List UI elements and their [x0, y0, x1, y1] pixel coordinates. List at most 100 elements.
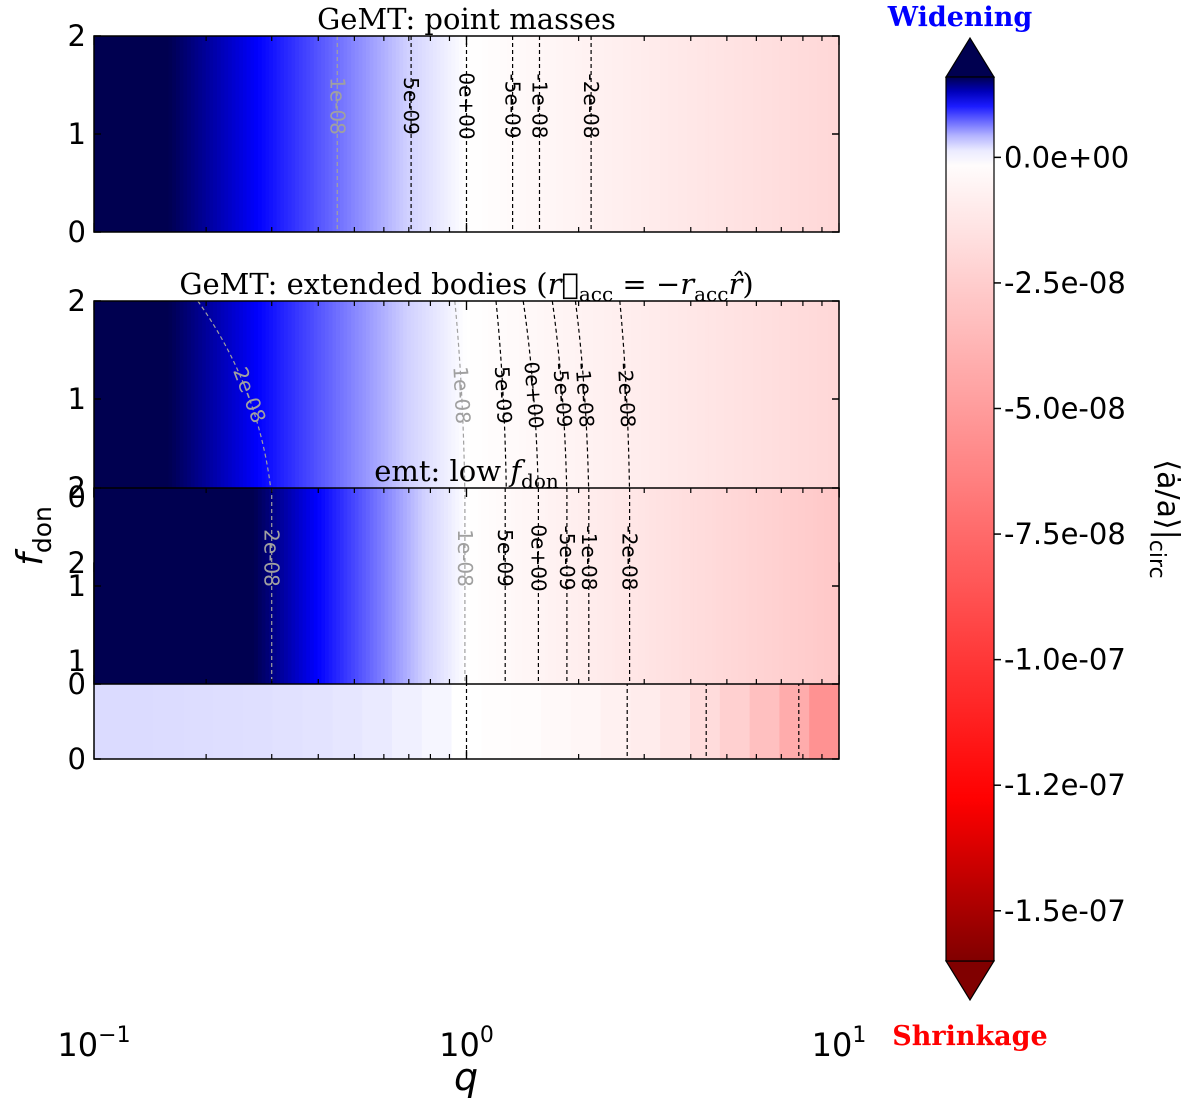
panel-title-part: acc — [694, 282, 728, 306]
heatmap-cell — [537, 301, 542, 497]
heatmap-cell — [298, 36, 304, 232]
heatmap-cell — [205, 488, 211, 684]
heatmap-cell — [626, 36, 631, 232]
heatmap-cell — [596, 36, 602, 232]
heatmap-cell — [678, 36, 684, 232]
panel-title-part: don — [521, 469, 559, 493]
heatmap-cell — [500, 36, 505, 232]
heatmap-cell — [760, 36, 766, 232]
heatmap-cell — [134, 488, 140, 684]
heatmap-cell — [794, 488, 799, 684]
heatmap-cell — [656, 36, 661, 232]
heatmap-cell — [541, 36, 546, 232]
heatmap-cell — [358, 488, 363, 684]
heatmap-cell — [220, 301, 225, 497]
heatmap-cell — [552, 488, 557, 684]
contour-label: -1e-08 — [577, 526, 601, 591]
heatmap-cell — [675, 488, 680, 684]
heatmap-cell — [313, 488, 319, 684]
heatmap-cell — [209, 301, 214, 497]
heatmap-cell — [533, 488, 538, 684]
heatmap-cell — [257, 301, 263, 497]
heatmap-cell — [656, 488, 661, 684]
heatmap-cell — [764, 36, 769, 232]
heatmap-cell — [596, 488, 602, 684]
heatmap-cell — [369, 301, 374, 497]
heatmap-cell — [190, 301, 196, 497]
heatmap-cell — [753, 301, 758, 497]
heatmap-cell — [216, 301, 222, 497]
heatmap-cell — [447, 36, 453, 232]
heatmap-cell — [492, 488, 497, 684]
colorbar-tick-label: -5.0e-08 — [1004, 392, 1126, 426]
heatmap-cell — [812, 488, 818, 684]
heatmap-cell — [459, 36, 464, 232]
heatmap-cell — [298, 488, 304, 684]
heatmap-cell — [611, 488, 617, 684]
heatmap-cell — [440, 301, 445, 497]
heatmap-cell — [637, 301, 643, 497]
heatmap-cell — [581, 488, 587, 684]
heatmap-cell — [269, 301, 274, 497]
heatmap-cell — [101, 488, 106, 684]
heatmap-cell — [749, 488, 754, 684]
heatmap-cell — [630, 36, 635, 232]
heatmap-cell — [108, 301, 114, 497]
heatmap-cell — [723, 36, 728, 232]
heatmap-cell — [228, 36, 233, 232]
heatmap-cell — [760, 488, 766, 684]
heatmap-cell — [324, 301, 330, 497]
heatmap-cell — [824, 301, 829, 497]
heatmap-cell — [619, 36, 624, 232]
heatmap-cell — [786, 488, 792, 684]
heatmap-cell — [622, 488, 628, 684]
heatmap-cell — [757, 488, 762, 684]
heatmap-cell — [533, 36, 538, 232]
heatmap-point-masses — [94, 36, 839, 232]
contour-label: 5e-09 — [490, 366, 517, 425]
heatmap-cell — [570, 488, 576, 684]
heatmap-cell — [317, 301, 322, 497]
heatmap-cell — [395, 301, 401, 497]
x-axis-label: q — [454, 1055, 478, 1099]
x-tick-label: 100 — [439, 1023, 494, 1064]
heatmap-cell — [690, 301, 695, 497]
contour-line — [619, 301, 631, 497]
heatmap-cell — [667, 301, 672, 497]
heatmap-cell — [127, 36, 132, 232]
heatmap-cell — [123, 36, 129, 232]
heatmap-cell — [161, 36, 166, 232]
heatmap-cell — [302, 301, 307, 497]
contour-label: 5e-09 — [399, 77, 423, 135]
heatmap-cell — [384, 488, 389, 684]
heatmap-cell — [745, 488, 751, 684]
heatmap-cell — [295, 488, 300, 684]
heatmap-cell — [172, 36, 177, 232]
heatmap-extended-bodies — [94, 301, 839, 497]
heatmap-cell — [399, 36, 404, 232]
heatmap-cell — [809, 301, 814, 497]
heatmap-cell — [496, 36, 501, 232]
y-axis-label-sub: don — [28, 506, 57, 553]
heatmap-cell — [585, 488, 591, 684]
heatmap-cell — [183, 36, 188, 232]
heatmap-cell — [764, 301, 769, 497]
heatmap-cell — [127, 488, 132, 684]
heatmap-cell — [496, 488, 501, 684]
heatmap-cell — [798, 301, 803, 497]
heatmap-cell — [626, 301, 631, 497]
heatmap-cell — [384, 301, 389, 497]
heatmap-cell — [667, 36, 672, 232]
heatmap-cell — [801, 488, 807, 684]
heatmap-cell — [112, 36, 117, 232]
heatmap-cell — [593, 301, 598, 497]
contour-label: -2e-08 — [618, 526, 642, 591]
heatmap-cell — [641, 36, 646, 232]
panel-emt-low-fdon: 2e-08 1e-08 5e-09 0e+00 -5e-09-1e-08 -2e-08 0… — [68, 454, 840, 701]
heatmap-cell — [581, 36, 587, 232]
heatmap-cell — [816, 301, 821, 497]
heatmap-cell — [440, 488, 445, 684]
heatmap-cell — [444, 36, 449, 232]
heatmap-cell — [712, 488, 717, 684]
heatmap-cell — [187, 301, 192, 497]
